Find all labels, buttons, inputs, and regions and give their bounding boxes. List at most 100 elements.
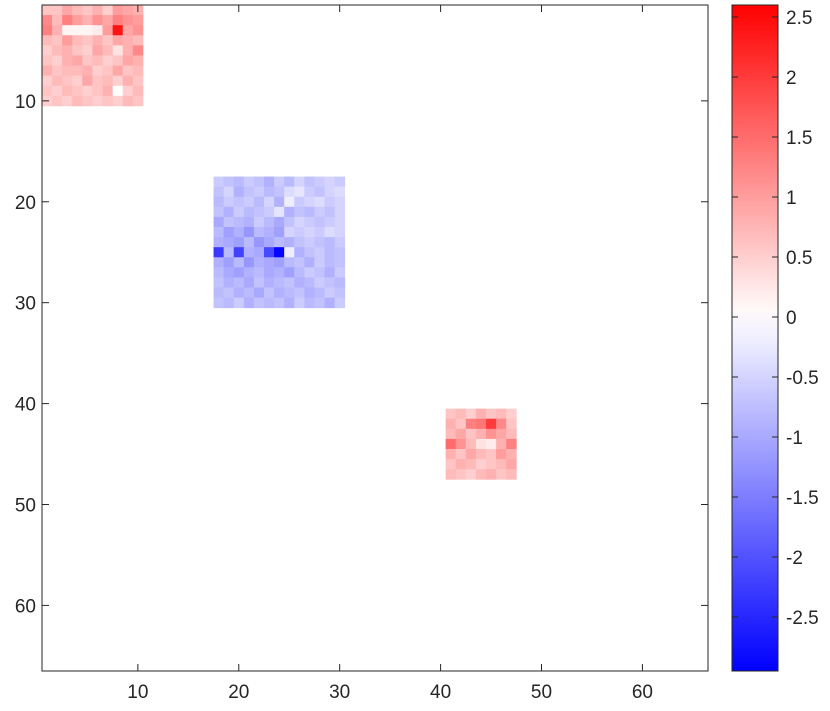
heatmap-cell bbox=[102, 85, 114, 97]
heatmap-cell bbox=[274, 277, 285, 288]
heatmap-cell bbox=[284, 297, 295, 309]
heatmap-cell bbox=[324, 196, 336, 208]
heatmap-cell bbox=[243, 176, 255, 188]
heatmap-cell bbox=[294, 257, 305, 268]
heatmap-cell bbox=[294, 237, 305, 248]
heatmap-cell bbox=[264, 176, 275, 188]
heatmap-cell bbox=[284, 257, 295, 268]
heatmap-cell bbox=[324, 277, 336, 288]
heatmap-cell bbox=[334, 257, 346, 268]
y-tick-label: 30 bbox=[15, 294, 36, 315]
colorbar-tick-label: 2 bbox=[786, 68, 797, 89]
heatmap-cell bbox=[445, 459, 457, 470]
heatmap-cell bbox=[72, 85, 83, 97]
heatmap-cell bbox=[324, 206, 336, 218]
heatmap-cell bbox=[334, 277, 346, 288]
heatmap-cell bbox=[42, 55, 53, 66]
heatmap-cell bbox=[223, 227, 235, 238]
heatmap-cell bbox=[304, 237, 315, 248]
heatmap-cell bbox=[253, 196, 265, 208]
heatmap-cell bbox=[62, 65, 73, 77]
axes-frame bbox=[41, 4, 709, 672]
heatmap-cell bbox=[264, 206, 275, 218]
heatmap-cell bbox=[112, 95, 124, 107]
heatmap-cell bbox=[223, 176, 235, 188]
heatmap-cell bbox=[233, 227, 245, 238]
heatmap-cell bbox=[102, 15, 114, 26]
heatmap-cell bbox=[465, 418, 477, 430]
heatmap-cell bbox=[264, 237, 275, 248]
heatmap-cell bbox=[233, 247, 245, 258]
heatmap-cell bbox=[102, 25, 114, 36]
heatmap-cell bbox=[213, 267, 225, 278]
colorbar-tick-label: -1.5 bbox=[786, 488, 819, 509]
heatmap-cell bbox=[314, 277, 325, 288]
heatmap-cell bbox=[294, 297, 305, 309]
heatmap-cell bbox=[223, 257, 235, 268]
heatmap-cell bbox=[42, 65, 53, 77]
heatmap-cell bbox=[233, 237, 245, 248]
heatmap-cell bbox=[72, 5, 83, 16]
heatmap-cell bbox=[253, 216, 265, 228]
heatmap-cell bbox=[243, 196, 255, 208]
heatmap-cell bbox=[324, 297, 336, 309]
heatmap-cell bbox=[213, 287, 225, 299]
heatmap-cell bbox=[243, 297, 255, 309]
heatmap-cell bbox=[233, 186, 245, 198]
heatmap-cell bbox=[82, 35, 93, 46]
heatmap-cell bbox=[475, 449, 487, 460]
heatmap-cell bbox=[284, 287, 295, 299]
heatmap-cell bbox=[253, 176, 265, 188]
heatmap-cell bbox=[253, 247, 265, 258]
heatmap-cell bbox=[506, 408, 517, 420]
heatmap-cell bbox=[122, 5, 134, 16]
heatmap-cell bbox=[334, 297, 346, 309]
heatmap-cell bbox=[52, 65, 63, 77]
heatmap-cell bbox=[233, 297, 245, 309]
heatmap-cell bbox=[465, 428, 477, 440]
heatmap-block-2 bbox=[213, 176, 346, 309]
heatmap-cell bbox=[445, 408, 457, 420]
heatmap-cell bbox=[213, 247, 225, 258]
heatmap-cell bbox=[253, 237, 265, 248]
colorbar-tick-label: 2.5 bbox=[786, 8, 812, 29]
heatmap-cell bbox=[496, 428, 507, 440]
heatmap-cell bbox=[304, 227, 315, 238]
x-tick-label: 60 bbox=[632, 682, 653, 703]
heatmap-cell bbox=[62, 85, 73, 97]
heatmap-cell bbox=[213, 277, 225, 288]
heatmap-cell bbox=[82, 5, 93, 16]
heatmap-cell bbox=[112, 5, 124, 16]
plot-area: 10 20 30 40 50 60 10 20 30 40 50 60 bbox=[15, 4, 709, 703]
heatmap-cell bbox=[92, 75, 103, 87]
heatmap-cell bbox=[82, 95, 93, 107]
heatmap-cell bbox=[264, 267, 275, 278]
colorbar: 2.5 2 1.5 1 0.5 0 -0.5 -1 -1.5 -2 -2.5 bbox=[731, 4, 819, 672]
heatmap-cell bbox=[486, 449, 497, 460]
y-tick-label: 20 bbox=[15, 193, 36, 214]
heatmap-cell bbox=[496, 408, 507, 420]
heatmap-cell bbox=[62, 35, 73, 46]
heatmap-cell bbox=[284, 216, 295, 228]
heatmap-cell bbox=[102, 75, 114, 87]
heatmap-cell bbox=[102, 45, 114, 56]
heatmap-cell bbox=[284, 227, 295, 238]
colorbar-tick-label: -2 bbox=[786, 548, 803, 569]
heatmap-cell bbox=[294, 267, 305, 278]
heatmap-cell bbox=[82, 15, 93, 26]
x-tick-label: 40 bbox=[430, 682, 451, 703]
heatmap-cell bbox=[72, 45, 83, 56]
x-tick-label: 50 bbox=[531, 682, 552, 703]
heatmap-cell bbox=[112, 35, 124, 46]
heatmap-cell bbox=[506, 418, 517, 430]
heatmap-cell bbox=[132, 15, 144, 26]
heatmap-cell bbox=[122, 75, 134, 87]
heatmap-cell bbox=[264, 196, 275, 208]
heatmap-cell bbox=[475, 408, 487, 420]
heatmap-cell bbox=[334, 267, 346, 278]
x-tick-label: 20 bbox=[228, 682, 249, 703]
heatmap-cell bbox=[112, 65, 124, 77]
heatmap-cell bbox=[62, 95, 73, 107]
heatmap-cell bbox=[132, 35, 144, 46]
heatmap-cell bbox=[233, 257, 245, 268]
